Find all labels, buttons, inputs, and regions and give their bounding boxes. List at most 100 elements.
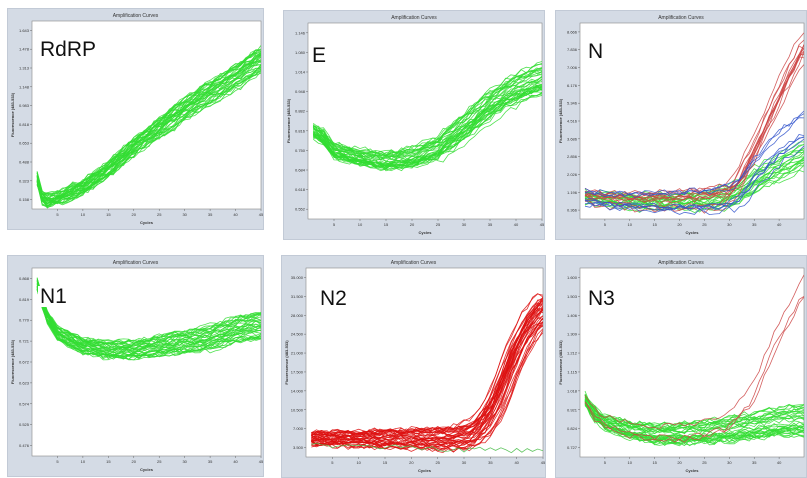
- series-line: [313, 78, 542, 164]
- y-tick-label: 0.158: [19, 197, 30, 202]
- y-tick-label: 0.525: [19, 422, 30, 427]
- series-line: [36, 277, 261, 345]
- series-line: [584, 396, 804, 432]
- series-line: [36, 289, 261, 358]
- series-line: [36, 285, 261, 351]
- plot-svg: 0.158 0.323 0.488 0.653 0.818 0.983 1.148 1.313…: [10, 20, 263, 225]
- series-line: [36, 289, 261, 361]
- y-tick-label: 0.618: [295, 187, 306, 192]
- y-axis-label: Fluorescence (483-533): [286, 98, 291, 143]
- y-tick-label: 0.574: [19, 401, 30, 406]
- x-axis-label: Cycles: [418, 468, 432, 473]
- series-line: [312, 94, 542, 172]
- y-tick-label: 3.686: [567, 136, 578, 141]
- panel-label: N1: [38, 285, 69, 308]
- series-line: [313, 79, 542, 163]
- x-axis-label: Cycles: [686, 230, 700, 235]
- series-line: [36, 58, 261, 202]
- series-line: [584, 145, 804, 216]
- series-line: [584, 54, 804, 209]
- x-tick-label: 25: [157, 212, 162, 217]
- series-line: [584, 399, 804, 435]
- y-tick-label: 0.868: [19, 276, 30, 281]
- series-line: [584, 296, 804, 441]
- series-line: [313, 93, 542, 172]
- y-tick-label: 1.309: [567, 332, 578, 337]
- series-line: [36, 67, 261, 207]
- y-tick-label: 24.500: [291, 332, 304, 337]
- series-line: [36, 56, 261, 204]
- series-line: [584, 117, 804, 199]
- y-tick-label: 0.921: [567, 407, 578, 412]
- x-tick-label: 40: [777, 222, 782, 227]
- series-line: [36, 49, 261, 196]
- y-tick-label: 0.684: [295, 168, 306, 173]
- y-tick-label: 0.948: [295, 89, 306, 94]
- series-line: [312, 84, 542, 170]
- chart-panel-n2: Amplification Curves 3.500 7.000 10.500 14.0…: [281, 255, 546, 478]
- x-tick-label: 15: [384, 222, 389, 227]
- y-tick-label: 1.643: [19, 28, 30, 33]
- y-tick-label: 1.196: [567, 190, 578, 195]
- x-tick-label: 15: [652, 460, 657, 465]
- series-line: [36, 52, 261, 202]
- series-line: [36, 287, 261, 358]
- y-tick-label: 1.600: [567, 275, 578, 280]
- y-axis-label: Fluorescence (483-533): [284, 340, 289, 385]
- x-axis-label: Cycles: [419, 230, 433, 235]
- x-tick-label: 5: [331, 460, 334, 465]
- series-line: [36, 280, 261, 345]
- y-tick-label: 0.816: [295, 128, 306, 133]
- x-tick-label: 35: [752, 222, 757, 227]
- x-tick-label: 20: [410, 222, 415, 227]
- y-tick-label: 2.026: [567, 172, 578, 177]
- x-tick-label: 25: [702, 460, 707, 465]
- x-tick-label: 15: [383, 460, 388, 465]
- series-line: [584, 113, 804, 196]
- y-tick-label: 21.000: [291, 351, 304, 356]
- y-tick-label: 1.503: [567, 294, 578, 299]
- x-tick-label: 30: [182, 459, 187, 464]
- y-tick-label: 35.000: [291, 275, 304, 280]
- x-tick-label: 15: [106, 459, 111, 464]
- x-tick-label: 10: [358, 222, 363, 227]
- y-tick-label: 1.146: [295, 30, 306, 35]
- series-line: [36, 70, 261, 208]
- y-axis-label: Fluorescence (483-533): [558, 98, 563, 143]
- y-tick-label: 0.476: [19, 443, 30, 448]
- panel-label: N3: [586, 287, 617, 310]
- series-line: [312, 73, 542, 160]
- series-line: [36, 63, 261, 204]
- chart-panel-n1: Amplification Curves 0.476 0.525 0.574 0.623…: [7, 255, 264, 477]
- series-line: [311, 297, 543, 436]
- panel-label: N2: [318, 287, 349, 310]
- x-axis-label: Cycles: [686, 468, 700, 473]
- y-tick-label: 0.623: [19, 380, 30, 385]
- y-tick-label: 0.727: [567, 445, 578, 450]
- y-tick-label: 8.666: [567, 29, 578, 34]
- x-tick-label: 35: [208, 212, 213, 217]
- series-line: [584, 134, 804, 211]
- series-line: [36, 64, 261, 206]
- series-line: [36, 286, 261, 357]
- x-tick-label: 30: [182, 212, 187, 217]
- plot-area: [31, 267, 262, 457]
- series-line: [584, 398, 804, 439]
- series-line: [584, 394, 804, 428]
- series-line: [584, 296, 804, 443]
- series-line: [313, 61, 542, 155]
- x-tick-label: 45: [540, 222, 544, 227]
- y-tick-label: 7.006: [567, 65, 578, 70]
- panel-label: N: [586, 40, 606, 63]
- series-line: [584, 404, 804, 446]
- series-line: [36, 283, 261, 348]
- y-tick-label: 3.500: [293, 445, 304, 450]
- y-axis-label: Fluorescence (483-533): [10, 339, 15, 384]
- plot-svg: 0.476 0.525 0.574 0.623 0.672 0.721 0.770 0.819…: [10, 267, 263, 472]
- x-tick-label: 40: [514, 460, 519, 465]
- chart-title: Amplification Curves: [390, 260, 437, 266]
- x-tick-label: 45: [541, 460, 545, 465]
- y-tick-label: 1.080: [295, 50, 306, 55]
- x-tick-label: 20: [132, 212, 137, 217]
- series-line: [311, 442, 543, 454]
